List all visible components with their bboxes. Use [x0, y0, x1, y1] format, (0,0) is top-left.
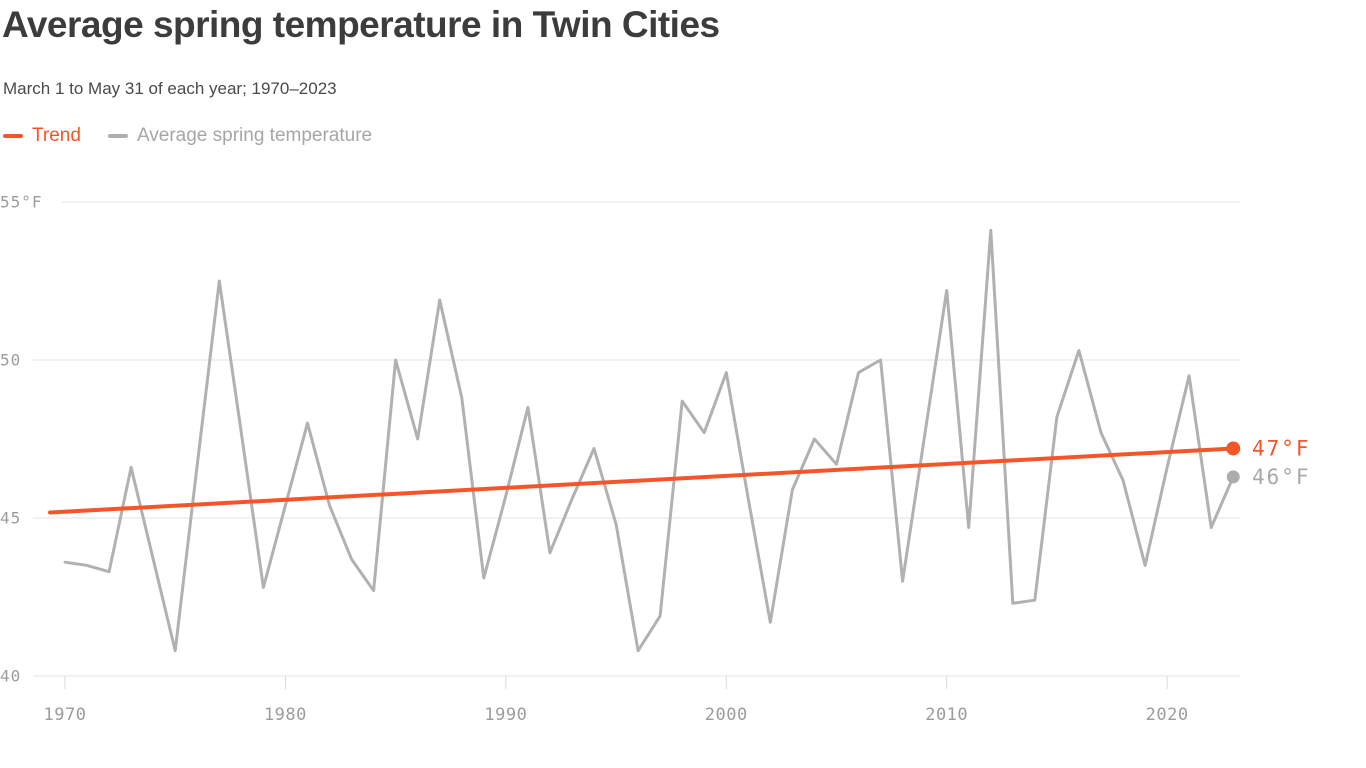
x-axis-label-2010: 2010	[925, 705, 968, 725]
x-axis-label-1990: 1990	[484, 705, 527, 725]
x-axis-label-2020: 2020	[1146, 705, 1189, 725]
trend-endpoint-dot	[1226, 441, 1241, 456]
y-axis-label-55: 55°F	[0, 193, 43, 212]
trend-end-label: 47°F	[1252, 436, 1311, 460]
temperature-end-label: 46°F	[1252, 465, 1311, 489]
y-axis-label-45: 45	[0, 509, 21, 528]
y-axis-label-50: 50	[0, 351, 21, 370]
y-axis-label-40: 40	[0, 667, 21, 686]
x-axis-label-2000: 2000	[705, 705, 748, 725]
trend-line	[48, 446, 1236, 515]
temperature-line	[63, 228, 1235, 653]
x-axis-label-1970: 1970	[44, 705, 87, 725]
x-axis-label-1980: 1980	[264, 705, 307, 725]
temperature-endpoint-dot	[1226, 470, 1240, 484]
